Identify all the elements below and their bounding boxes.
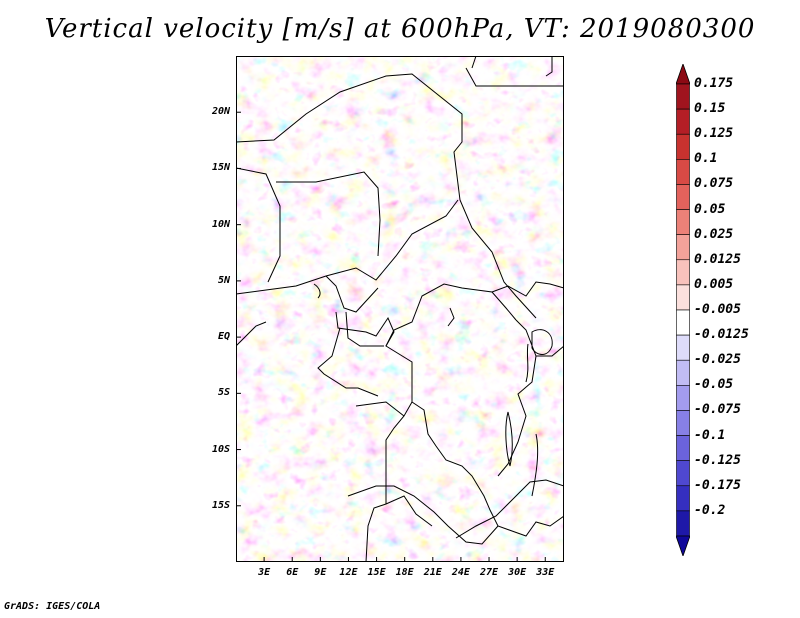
vertical-velocity-map: [236, 56, 564, 562]
colorbar-swatch: [676, 485, 690, 512]
colorbar-label: 0.175: [694, 76, 734, 91]
colorbar-swatch: [676, 284, 690, 311]
country-borders: [236, 56, 564, 562]
colorbar: [675, 62, 691, 558]
lon-label-15e: 15E: [367, 567, 386, 578]
colorbar-under-triangle: [675, 535, 691, 558]
colorbar-label: -0.05: [694, 377, 734, 393]
lon-label-6e: 6E: [286, 567, 299, 578]
lat-label-5s: 5S: [217, 387, 230, 399]
lon-label-21e: 21E: [423, 567, 442, 578]
colorbar-label: -0.125: [694, 452, 741, 468]
colorbar-label: 0.125: [694, 126, 734, 142]
lat-label-15s: 15S: [211, 499, 230, 511]
colorbar-swatch: [676, 309, 690, 336]
colorbar-swatch: [676, 460, 690, 487]
colorbar-label: -0.1: [694, 427, 726, 443]
lat-label-10s: 10S: [211, 443, 230, 455]
colorbar-label: -0.005: [694, 302, 741, 317]
colorbar-swatch: [676, 510, 690, 537]
colorbar-swatch: [676, 159, 690, 185]
colorbar-label: 0.025: [694, 226, 734, 242]
colorbar-swatch: [676, 259, 690, 286]
lon-label-33e: 33E: [536, 567, 555, 578]
lon-label-3e: 3E: [258, 567, 271, 578]
colorbar-label: -0.075: [694, 402, 741, 418]
map-frame: [236, 56, 564, 562]
colorbar-label: -0.025: [694, 352, 741, 368]
colorbar-label: 0.0125: [694, 251, 741, 267]
lon-label-18e: 18E: [395, 567, 414, 578]
colorbar-label: 0.005: [694, 276, 734, 292]
colorbar-swatch: [676, 234, 690, 261]
lat-label-5n: 5N: [217, 274, 230, 286]
colorbar-swatch: [676, 334, 690, 361]
lat-label-15n: 15N: [211, 162, 230, 174]
colorbar-swatch: [676, 184, 690, 210]
lon-label-30e: 30E: [508, 567, 527, 578]
colorbar-swatch: [676, 83, 690, 110]
lon-label-9e: 9E: [314, 567, 327, 578]
colorbar-label: -0.2: [694, 502, 726, 518]
colorbar-swatch: [676, 435, 690, 461]
lake-outlines: [313, 283, 553, 497]
colorbar-label: 0.075: [694, 176, 734, 192]
colorbar-swatch: [676, 133, 690, 160]
colorbar-label: 0.05: [694, 201, 726, 217]
grads-credit: GrADS: IGES/COLA: [4, 601, 101, 612]
colorbar-label: -0.175: [694, 477, 741, 493]
colorbar-label: 0.15: [694, 101, 726, 117]
colorbar-swatch: [676, 108, 690, 135]
colorbar-over-triangle: [675, 62, 691, 85]
colorbar-label: -0.0125: [694, 327, 749, 343]
colorbar-label: 0.1: [694, 151, 718, 167]
map-title: Vertical velocity [m/s] at 600hPa, VT: 2…: [44, 14, 756, 44]
lat-label-eq: EQ: [217, 331, 230, 343]
colorbar-swatch: [676, 209, 690, 235]
velocity-field: [236, 56, 564, 562]
lon-label-27e: 27E: [479, 567, 499, 578]
lat-label-20n: 20N: [211, 106, 230, 118]
colorbar-swatch: [676, 410, 690, 436]
lon-label-24e: 24E: [451, 567, 470, 578]
lat-label-10n: 10N: [211, 218, 230, 230]
colorbar-swatch: [676, 359, 690, 386]
colorbar-swatch: [676, 385, 690, 411]
lon-label-12e: 12E: [339, 567, 358, 578]
